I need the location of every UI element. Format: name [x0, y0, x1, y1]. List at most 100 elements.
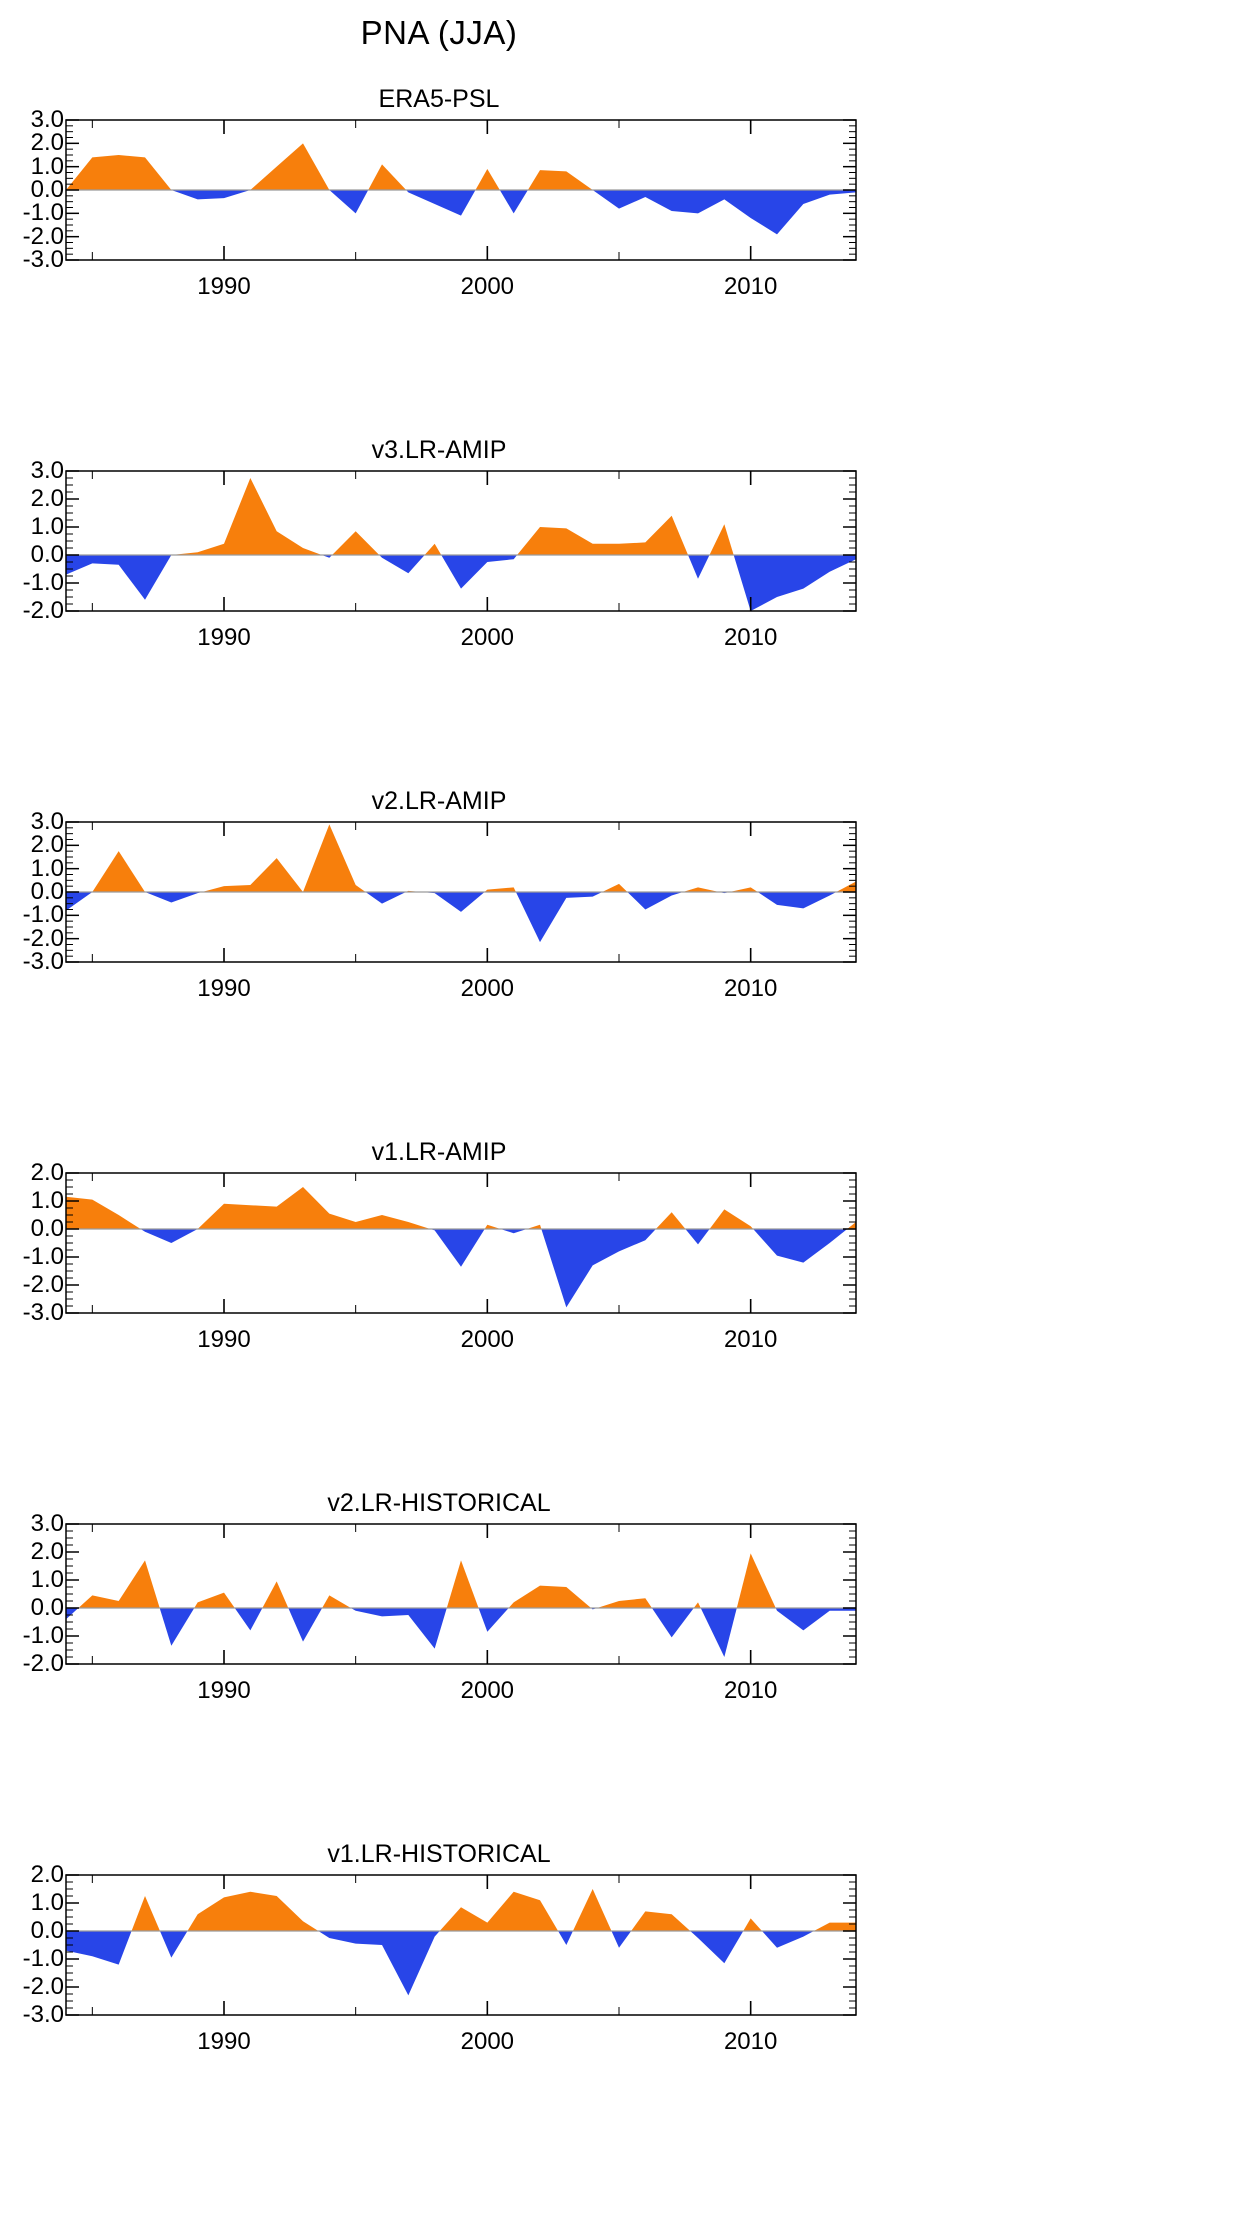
- y-axis-label: -3.0: [22, 2001, 64, 2028]
- negative-area: [171, 190, 251, 200]
- y-axis-label: 0.0: [30, 1594, 64, 1621]
- negative-area: [421, 892, 485, 912]
- negative-area: [379, 555, 425, 574]
- x-axis-label: 2010: [723, 1677, 778, 1704]
- positive-area: [303, 824, 366, 892]
- y-axis-label: 2.0: [30, 129, 64, 157]
- x-axis-label: 1990: [197, 273, 251, 300]
- panel-title: ERA5-PSL: [378, 85, 500, 113]
- positive-area: [526, 1224, 542, 1229]
- plot-area: [65, 119, 857, 261]
- negative-area: [478, 1608, 509, 1632]
- panel-title: v2.LR-AMIP: [371, 787, 507, 815]
- y-axis-label: 2.0: [30, 1861, 64, 1888]
- positive-area: [693, 1602, 701, 1608]
- y-axis-label: 1.0: [30, 513, 64, 540]
- positive-area: [813, 1922, 856, 1931]
- y-axis-label: 2.0: [30, 485, 64, 512]
- y-axis-label: 3.0: [30, 808, 64, 835]
- y-axis-label: 2.0: [30, 1159, 64, 1186]
- negative-area: [690, 1931, 744, 1964]
- x-axis-label: 1990: [197, 1677, 251, 1704]
- positive-area: [508, 1585, 592, 1608]
- y-axis-label: 2.0: [30, 1538, 64, 1565]
- y-axis-label: -3.0: [22, 246, 64, 273]
- positive-area: [709, 524, 734, 555]
- x-axis-label: 2010: [723, 273, 778, 300]
- y-axis-label: 1.0: [30, 1889, 64, 1916]
- negative-area: [321, 555, 333, 558]
- positive-area: [484, 1224, 501, 1229]
- negative-area: [611, 1931, 632, 1948]
- positive-area: [262, 1581, 289, 1608]
- plot-frame: [65, 1874, 857, 2016]
- y-axis-label: 0.0: [30, 878, 64, 905]
- x-axis-label: 1990: [197, 1326, 251, 1353]
- panel-v2-lr-amip: v2.LR-AMIP 3.0 2.0 1.0 0.0 -1.0 -2.0 -3.0 1990 20…: [0, 787, 1249, 1007]
- negative-area: [688, 555, 710, 579]
- y-axis-label: 0.0: [30, 1917, 64, 1944]
- negative-area: [499, 190, 528, 214]
- negative-area: [159, 1608, 195, 1646]
- negative-area: [500, 1229, 527, 1234]
- y-axis-label: -3.0: [22, 1299, 64, 1326]
- negative-area: [515, 892, 603, 943]
- figure-title: PNA (JJA): [360, 14, 518, 51]
- positive-area: [131, 1896, 160, 1931]
- negative-area: [66, 555, 172, 600]
- x-axis-label: 2000: [460, 2028, 515, 2055]
- positive-area: [78, 1560, 160, 1608]
- negative-area: [757, 892, 837, 909]
- positive-area: [202, 858, 303, 892]
- positive-area: [197, 1187, 431, 1229]
- y-axis-label: 3.0: [30, 1510, 64, 1537]
- positive-area: [709, 1209, 754, 1229]
- plot-frame: [65, 1523, 857, 1665]
- x-axis-label: 2000: [460, 1677, 515, 1704]
- x-axis-label: 2010: [723, 975, 778, 1002]
- negative-area: [733, 555, 856, 611]
- y-axis-label: -2.0: [22, 1973, 64, 2000]
- negative-area: [140, 1229, 198, 1243]
- plot-area: [65, 1874, 857, 2016]
- panel-v2-lr-historical: v2.LR-HISTORICAL 3.0 2.0 1.0 0.0 -1.0 -2.0 1990…: [0, 1489, 1249, 1709]
- negative-area: [685, 1229, 710, 1245]
- y-axis-label: 3.0: [30, 457, 64, 484]
- plot-frame: [65, 1172, 857, 1314]
- positive-area: [631, 1911, 691, 1931]
- x-axis-label: 1990: [197, 2028, 251, 2055]
- x-axis-label: 2010: [723, 1326, 778, 1353]
- y-axis-label: 0.0: [30, 176, 64, 203]
- y-axis-label: 0.0: [30, 541, 64, 568]
- positive-area: [729, 887, 758, 892]
- negative-area: [775, 1608, 856, 1631]
- negative-area: [761, 1931, 814, 1948]
- y-axis-label: 1.0: [30, 854, 64, 882]
- panel-title: v1.LR-AMIP: [371, 1138, 507, 1166]
- negative-area: [234, 1608, 263, 1631]
- negative-area: [329, 190, 369, 214]
- y-axis-label: -2.0: [22, 1650, 64, 1677]
- x-axis-label: 2000: [460, 975, 515, 1002]
- positive-area: [66, 1196, 141, 1229]
- negative-area: [318, 1931, 440, 1996]
- panel-title: v3.LR-AMIP: [371, 436, 507, 464]
- y-axis-label: -2.0: [22, 924, 64, 952]
- positive-area: [836, 881, 856, 892]
- positive-area: [92, 851, 145, 892]
- y-axis-label: 1.0: [30, 152, 64, 180]
- y-axis-label: -1.0: [22, 1622, 64, 1649]
- plot-area: [65, 1172, 857, 1314]
- panel-v1-lr-amip: v1.LR-AMIP 2.0 1.0 0.0 -1.0 -2.0 -3.0 1990 2000 2…: [0, 1138, 1249, 1358]
- y-axis-label: -1.0: [22, 569, 64, 596]
- positive-area: [743, 1918, 762, 1931]
- negative-area: [627, 892, 683, 910]
- positive-area: [484, 887, 516, 892]
- y-axis-label: 3.0: [30, 106, 64, 133]
- negative-area: [700, 1608, 737, 1657]
- x-axis-label: 1990: [197, 975, 251, 1002]
- x-axis-label: 2010: [723, 624, 778, 651]
- y-axis-label: 2.0: [30, 831, 64, 859]
- x-axis-label: 2000: [460, 624, 515, 651]
- negative-area: [365, 892, 406, 904]
